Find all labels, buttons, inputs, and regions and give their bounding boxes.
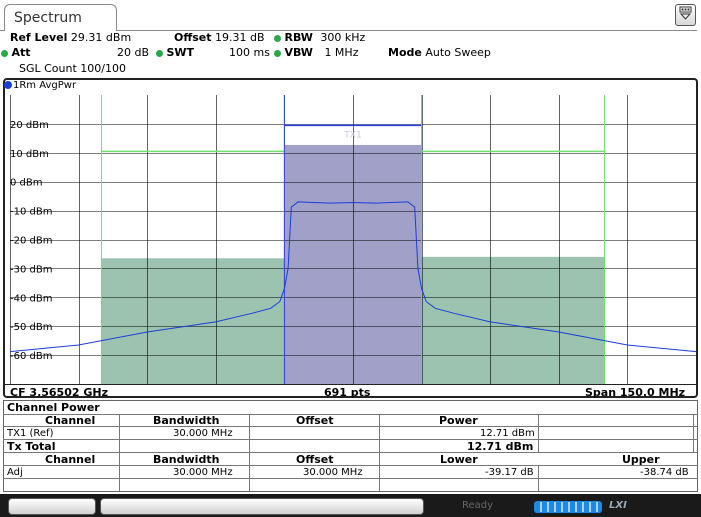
progress-segment xyxy=(561,502,563,512)
att-value: 20 dB xyxy=(117,46,150,59)
diagram-footer-divider xyxy=(3,384,698,385)
adj-upper: -38.74 dB xyxy=(640,467,689,478)
tx-total-label: Tx Total xyxy=(7,440,56,453)
offset-value: 19.31 dB xyxy=(215,31,265,44)
tab-underline xyxy=(116,30,697,31)
vbw-setting: VBW 1 MHz xyxy=(274,46,358,59)
rbw-setting: RBW 300 kHz xyxy=(274,31,365,44)
sgl-count: SGL Count 100/100 xyxy=(19,62,126,75)
y-tick-label: -30 dBm xyxy=(10,264,52,275)
progress-segment xyxy=(575,502,577,512)
tx1-bandwidth: 30.000 MHz xyxy=(173,428,233,439)
center-frequency: CF 3.56502 GHz xyxy=(10,386,108,399)
table-grid xyxy=(3,414,698,492)
progress-segment xyxy=(540,502,542,512)
spectrum-diagram[interactable] xyxy=(3,78,698,398)
y-tick-label: -10 dBm xyxy=(10,207,52,218)
table-title: Channel Power xyxy=(7,401,100,414)
swt-setting: SWT xyxy=(156,46,194,59)
y-tick-label: -20 dBm xyxy=(10,236,52,247)
frequency-span: Span 150.0 MHz xyxy=(585,386,686,399)
att-setting: Att xyxy=(1,46,31,59)
trace-label: 1Rm AvgPwr xyxy=(4,80,76,91)
tx-total-power: 12.71 dBm xyxy=(467,440,534,453)
y-tick-label: -60 dBm xyxy=(10,351,52,362)
col-offset-header: Offset xyxy=(296,414,334,427)
col-power-header: Power xyxy=(439,414,478,427)
offset-setting: Offset 19.31 dB xyxy=(174,31,265,44)
sweep-points: 691 pts xyxy=(324,386,371,399)
tab-spectrum[interactable]: Spectrum xyxy=(4,4,117,31)
att-label: Att xyxy=(11,46,31,59)
channel-power-bar xyxy=(101,258,285,384)
ref-level-label: Ref Level xyxy=(10,31,68,44)
spectrum-plot[interactable]: TX1 20 dBm 10 dBm 0 dBm -10 dBm -20 dBm -30 d… xyxy=(10,95,696,384)
adj-bandwidth: 30.000 MHz xyxy=(173,467,233,478)
menu-grid-icon xyxy=(679,6,692,20)
progress-segment xyxy=(554,502,556,512)
rbw-value: 300 kHz xyxy=(320,31,366,44)
coupled-indicator-icon xyxy=(156,49,163,57)
adj-lower: -39.17 dB xyxy=(485,467,534,478)
tx1-power: 12.71 dBm xyxy=(480,428,535,439)
y-tick-label: 20 dBm xyxy=(10,120,49,131)
coupled-indicator-icon xyxy=(274,49,281,57)
col-bandwidth-header-2: Bandwidth xyxy=(153,453,220,466)
col-channel-header-2: Channel xyxy=(45,453,96,466)
lxi-logo: LXI xyxy=(609,500,627,511)
y-tick-label: -50 dBm xyxy=(10,322,52,333)
y-tick-label: 0 dBm xyxy=(10,178,43,189)
swt-label: SWT xyxy=(166,46,195,59)
offset-label: Offset xyxy=(174,31,212,44)
status-field-left[interactable] xyxy=(8,498,96,515)
overview-menu-icon[interactable] xyxy=(675,4,696,26)
adj-channel: Adj xyxy=(7,467,23,478)
channel-power-bar xyxy=(421,256,605,384)
rbw-label: RBW xyxy=(284,31,313,44)
trace-label-text: 1Rm AvgPwr xyxy=(13,80,77,91)
ref-level-value: 29.31 dBm xyxy=(70,31,132,44)
vbw-label: VBW xyxy=(284,46,313,59)
trace-avgpwr-line xyxy=(10,201,696,353)
sweep-progress-bar xyxy=(534,501,602,513)
progress-segment xyxy=(589,502,591,512)
progress-segment xyxy=(596,502,598,512)
tab-spectrum-label: Spectrum xyxy=(14,10,82,26)
trace-dot-icon xyxy=(4,81,12,89)
ref-level-setting: Ref Level 29.31 dBm xyxy=(10,31,131,44)
vbw-value: 1 MHz xyxy=(324,46,359,59)
mode-label: Mode xyxy=(388,46,422,59)
progress-segment xyxy=(582,502,584,512)
ready-indicator: Ready xyxy=(462,500,494,511)
progress-segment xyxy=(568,502,570,512)
mode-setting: Mode Auto Sweep xyxy=(388,46,491,59)
channel-power-bar xyxy=(284,144,422,384)
col-bandwidth-header: Bandwidth xyxy=(153,414,220,427)
adj-offset: 30.000 MHz xyxy=(303,467,363,478)
swt-value: 100 ms xyxy=(229,46,270,59)
coupled-indicator-icon xyxy=(274,34,281,42)
channel-name-label: TX1 xyxy=(343,130,361,140)
col-channel-header: Channel xyxy=(45,414,96,427)
tab-underline-left xyxy=(0,30,5,31)
mode-value: Auto Sweep xyxy=(425,46,491,59)
status-message-field[interactable] xyxy=(100,498,424,515)
channel-power-table xyxy=(3,400,698,492)
col-upper-header: Upper xyxy=(622,453,660,466)
y-tick-label: 10 dBm xyxy=(10,149,49,160)
progress-segment xyxy=(547,502,549,512)
tx1-channel: TX1 (Ref) xyxy=(7,428,54,439)
col-offset-header-2: Offset xyxy=(296,453,334,466)
coupled-indicator-icon xyxy=(1,49,8,57)
y-tick-label: -40 dBm xyxy=(10,293,52,304)
col-lower-header: Lower xyxy=(440,453,478,466)
